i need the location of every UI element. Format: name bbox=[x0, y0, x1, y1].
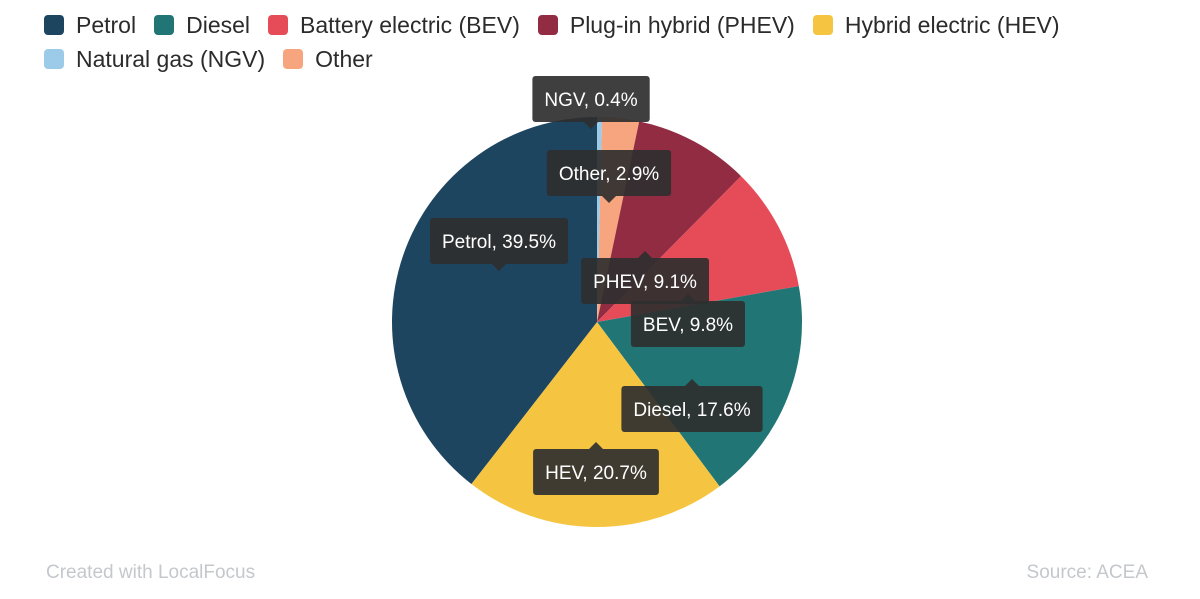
data-label-pointer bbox=[638, 251, 652, 258]
data-label-box bbox=[532, 76, 650, 122]
data-label-pointer bbox=[589, 442, 603, 449]
data-label-text: Other, 2.9% bbox=[559, 164, 659, 185]
legend-label: Diesel bbox=[186, 11, 251, 38]
data-label-pointer bbox=[492, 264, 506, 271]
legend-label: Petrol bbox=[76, 11, 137, 38]
legend-item-bev[interactable]: Battery electric (BEV) bbox=[268, 12, 520, 38]
legend-swatch bbox=[283, 49, 304, 69]
data-label-box bbox=[581, 258, 709, 304]
legend-item-petrol[interactable]: Petrol bbox=[44, 12, 136, 38]
data-label-diesel: Diesel, 17.6% bbox=[621, 379, 763, 432]
data-label-text: NGV, 0.4% bbox=[544, 90, 637, 111]
legend-item-hev[interactable]: Hybrid electric (HEV) bbox=[812, 11, 1060, 38]
legend-label: Plug-in hybrid (PHEV) bbox=[569, 11, 795, 38]
data-label-bev: BEV, 9.8% bbox=[630, 294, 745, 347]
legend-label: Hybrid electric (HEV) bbox=[844, 11, 1060, 38]
chart-legend: Petrol Diesel Battery electric (BEV) Plug-i… bbox=[44, 12, 1164, 72]
legend-swatch bbox=[268, 15, 289, 35]
data-label-pointer bbox=[685, 379, 699, 386]
data-label-pointer bbox=[584, 122, 598, 129]
data-label-phev: PHEV, 9.1% bbox=[581, 251, 709, 304]
data-label-petrol: Petrol, 39.5% bbox=[430, 218, 569, 271]
legend-swatch bbox=[44, 49, 64, 69]
data-label-text: HEV, 20.7% bbox=[545, 463, 647, 484]
data-label-ngv: NGV, 0.4% bbox=[532, 76, 650, 129]
data-label-pointer bbox=[681, 294, 695, 301]
pie-slice-petrol[interactable] bbox=[391, 117, 597, 484]
legend-swatch bbox=[537, 15, 558, 35]
legend-label: Other bbox=[315, 45, 373, 72]
legend-item-phev[interactable]: Plug-in hybrid (PHEV) bbox=[537, 11, 795, 38]
data-label-box bbox=[630, 301, 745, 347]
pie-labels: NGV, 0.4% Other, 2.9% PHEV, 9.1% BEV, 9.8% D… bbox=[430, 76, 763, 495]
data-label-box bbox=[430, 218, 569, 264]
legend-swatch bbox=[44, 15, 64, 35]
data-label-box bbox=[546, 150, 672, 196]
data-label-other: Other, 2.9% bbox=[546, 150, 672, 203]
data-label-pointer bbox=[602, 196, 616, 203]
data-label-text: Diesel, 17.6% bbox=[633, 400, 750, 421]
legend-swatch bbox=[812, 15, 833, 35]
data-label-text: BEV, 9.8% bbox=[643, 315, 733, 336]
data-label-text: PHEV, 9.1% bbox=[593, 272, 697, 293]
data-label-box bbox=[533, 449, 659, 495]
legend-label: Natural gas (NGV) bbox=[76, 45, 266, 72]
legend-item-diesel[interactable]: Diesel bbox=[154, 12, 250, 38]
legend-swatch bbox=[154, 15, 175, 35]
legend-item-other[interactable]: Other bbox=[283, 46, 373, 72]
data-label-box bbox=[621, 386, 763, 432]
data-label-text: Petrol, 39.5% bbox=[442, 232, 556, 253]
legend-label: Battery electric (BEV) bbox=[300, 11, 520, 38]
data-label-hev: HEV, 20.7% bbox=[533, 442, 659, 495]
legend-item-ngv[interactable]: Natural gas (NGV) bbox=[44, 46, 265, 72]
credit-text: Created with LocalFocus bbox=[46, 562, 256, 583]
source-text: Source: ACEA bbox=[1026, 562, 1148, 583]
